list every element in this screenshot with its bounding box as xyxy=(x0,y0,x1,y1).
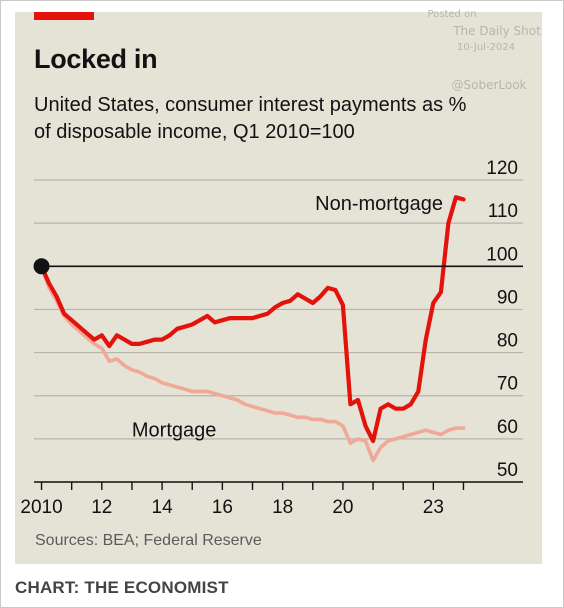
y-tick-label-100: 100 xyxy=(486,244,518,265)
series-line-non-mortgage xyxy=(39,195,466,444)
y-tick-label-80: 80 xyxy=(497,331,518,352)
chart-credit: CHART: THE ECONOMIST xyxy=(15,578,229,597)
x-tick-label-12: 12 xyxy=(91,497,112,518)
x-tick-label-16: 16 xyxy=(212,497,233,518)
chart-card: Locked in United States, consumer intere… xyxy=(15,12,542,564)
series-line-mortgage xyxy=(39,264,466,463)
x-tick-label-20: 20 xyxy=(332,497,353,518)
y-tick-label-110: 110 xyxy=(488,201,518,222)
y-tick-label-50: 50 xyxy=(497,460,518,481)
x-tick-label-18: 18 xyxy=(272,497,293,518)
y-tick-label-120: 120 xyxy=(486,158,518,179)
accent-bar xyxy=(34,12,94,20)
chart-title: Locked in xyxy=(34,44,158,74)
chart-subtitle: United States, consumer interest payment… xyxy=(34,94,467,143)
start-marker xyxy=(33,258,50,275)
annotation-non-mortgage: Non-mortgage xyxy=(315,193,443,215)
y-tick-label-90: 90 xyxy=(497,287,518,308)
annotation-mortgage: Mortgage xyxy=(132,420,217,442)
source-note: Sources: BEA; Federal Reserve xyxy=(35,532,262,549)
watermark-posted: Posted on xyxy=(427,9,477,20)
watermark-source: The Daily Shot xyxy=(453,24,541,38)
watermark-date: 10-Jul-2024 xyxy=(456,42,515,53)
y-tick-label-60: 60 xyxy=(497,417,518,438)
x-tick-label-14: 14 xyxy=(152,497,174,518)
watermark-handle: @SoberLook xyxy=(451,78,527,92)
y-tick-label-70: 70 xyxy=(497,374,518,395)
x-tick-label-2010: 2010 xyxy=(20,497,62,518)
x-tick-label-23: 23 xyxy=(423,497,444,518)
